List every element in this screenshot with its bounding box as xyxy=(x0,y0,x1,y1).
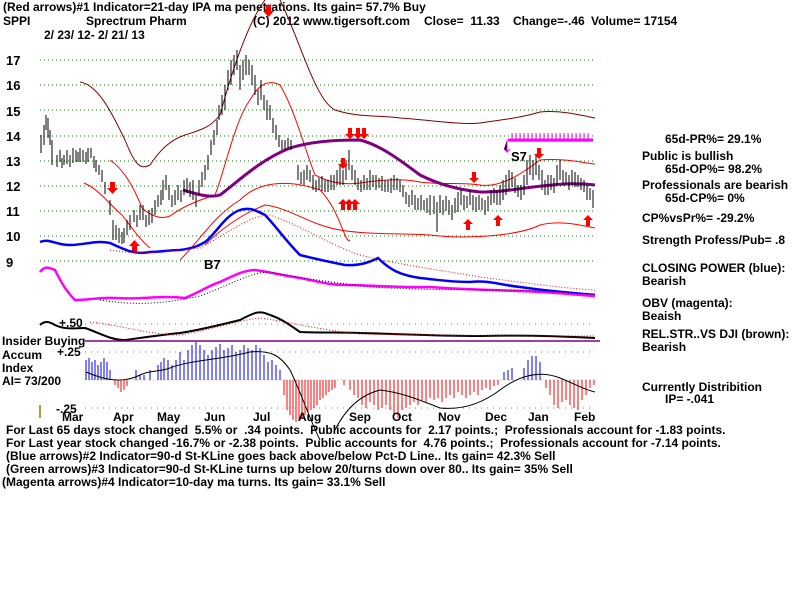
sell-arrow xyxy=(107,182,118,194)
price-gridlines xyxy=(40,59,595,262)
date-range: 2/ 23/ 12- 2/ 21/ 13 xyxy=(44,28,145,42)
x-tick: Mar xyxy=(62,410,84,424)
y-tick: 17 xyxy=(6,53,21,68)
ma-long xyxy=(182,138,596,198)
y-tick: 10 xyxy=(6,229,21,244)
ai-value: AI= 73/200 xyxy=(2,374,62,388)
plus50-label: +.50 xyxy=(59,316,83,330)
pr-65d: 65d-PR%= 29.1% xyxy=(665,132,762,146)
buy-arrow xyxy=(493,215,503,226)
sell-arrow xyxy=(263,5,274,17)
closing-power-label: CLOSING POWER (blue): xyxy=(642,261,786,275)
x-tick: Nov xyxy=(438,410,461,424)
x-tick: Jan xyxy=(528,410,549,424)
y-tick: 14 xyxy=(6,129,21,144)
change-value: Change=-.46 xyxy=(513,14,585,28)
close-value: Close= 11.33 xyxy=(424,14,500,28)
index-label: Index xyxy=(2,361,34,375)
buy-arrow xyxy=(463,219,473,230)
cp-vs-pr: CP%vsPr%= -29.2% xyxy=(642,211,755,225)
b7-label: B7 xyxy=(204,257,221,272)
x-tick: Apr xyxy=(113,410,134,424)
public-status: Public is bullish xyxy=(642,149,734,163)
indicator-4-text: (Magenta arrows)#4 Indicator=10-day ma t… xyxy=(2,475,386,489)
s7-label: S7 xyxy=(511,149,527,164)
indicator-3-text: (Green arrows)#3 Indicator=90-d St-KLine… xyxy=(6,462,573,476)
strength-ratio: Strength Profess/Pub= .8 xyxy=(642,233,786,247)
rel-str-status: Bearish xyxy=(642,340,687,354)
obv-label: OBV (magenta): xyxy=(642,296,733,310)
rel-str-label: REL.STR..VS DJI (brown): xyxy=(642,327,790,341)
magenta-arrows xyxy=(503,133,593,154)
accum-label: Accum xyxy=(2,348,43,362)
indicator-2-text: (Blue arrows)#2 Indicator=90-d St-KLine … xyxy=(6,449,556,463)
distribution-status: Currently Distribition xyxy=(642,380,763,394)
footer-65d-change: For Last 65 days stock changed 5.5% or .… xyxy=(6,423,726,437)
company-name: Sprectrum Pharm xyxy=(86,14,187,28)
buy-arrow xyxy=(583,215,593,226)
volume-value: Volume= 17154 xyxy=(591,14,678,28)
ticker: SPPI xyxy=(3,14,31,28)
x-tick: Sep xyxy=(349,410,372,424)
closing-power-line xyxy=(39,207,596,297)
plus25-label: +.25 xyxy=(57,345,81,359)
x-tick: Jul xyxy=(253,410,271,424)
obv-status: Beaish xyxy=(642,309,682,323)
sell-arrow xyxy=(534,148,544,159)
copyright: (C) 2012 www.tigersoft.com xyxy=(253,14,410,28)
insider-buying-label: Insider Buying xyxy=(2,334,86,348)
buy-arrow xyxy=(338,199,360,210)
cp-65d: 65d-CP%= 0% xyxy=(665,191,745,205)
x-tick: Dec xyxy=(485,410,508,424)
x-tick: Aug xyxy=(298,410,322,424)
y-tick: 11 xyxy=(6,204,20,219)
indicator-1-text: (Red arrows)#1 Indicator=21-day IPA ma p… xyxy=(3,0,426,14)
ip-value: IP= -.041 xyxy=(665,392,715,406)
price-bars xyxy=(40,50,594,244)
closing-power-status: Bearish xyxy=(642,274,687,288)
sell-arrow xyxy=(345,128,369,139)
op-65d: 65d-OP%= 98.2% xyxy=(665,162,763,176)
accum-index-positive xyxy=(85,342,541,380)
footer-year-change: For Last year stock changed -16.7% or -2… xyxy=(6,436,721,450)
x-tick: Jun xyxy=(204,410,226,424)
buy-arrow xyxy=(129,240,140,252)
red-arrows xyxy=(107,5,593,252)
ma-21 xyxy=(109,82,596,218)
obv-line xyxy=(38,266,596,302)
y-tick: 13 xyxy=(6,154,21,169)
sell-arrow xyxy=(338,158,348,169)
y-tick: 9 xyxy=(6,255,14,270)
lower-band xyxy=(83,182,596,261)
y-tick: 15 xyxy=(6,104,21,119)
minus25-label: -.25 xyxy=(56,402,77,416)
professionals-status: Professionals are bearish xyxy=(642,178,789,192)
y-tick: 16 xyxy=(6,78,21,93)
x-tick: May xyxy=(157,410,181,424)
x-tick: Feb xyxy=(574,410,596,424)
y-tick: 12 xyxy=(6,179,21,194)
x-tick: Oct xyxy=(392,410,413,424)
sell-arrow xyxy=(469,172,479,183)
accum-index-negative xyxy=(114,380,595,422)
